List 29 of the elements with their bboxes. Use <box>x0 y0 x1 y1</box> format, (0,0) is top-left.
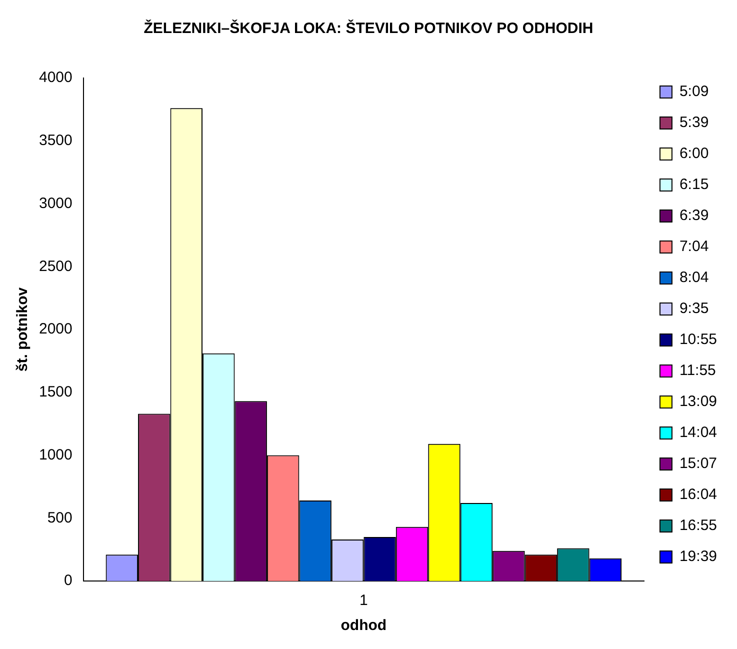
legend-label: 9:35 <box>679 300 709 318</box>
y-tick-label: 1500 <box>38 384 72 401</box>
x-axis-title: odhod <box>340 617 387 634</box>
y-tick-label: 2500 <box>38 258 72 275</box>
y-tick-label: 2000 <box>38 320 72 338</box>
legend-label: 6:00 <box>679 145 709 162</box>
legend-label: 6:39 <box>679 207 709 224</box>
legend-label: 19:39 <box>679 548 718 566</box>
legend-label: 7:04 <box>679 238 709 256</box>
y-axis-title: št. potnikov <box>14 286 32 372</box>
y-tick-label: 4000 <box>38 69 72 86</box>
y-tick-label: 3500 <box>38 132 72 150</box>
y-tick-label: 500 <box>47 509 72 526</box>
chart-title: ŽELEZNIKI–ŠKOFJA LOKA: ŠTEVILO POTNIKOV PO ODHODIH <box>144 19 594 38</box>
legend-label: 11:55 <box>679 362 716 380</box>
legend-label: 14:04 <box>679 424 718 442</box>
y-tick-label: 0 <box>64 572 72 590</box>
legend-label: 5:39 <box>679 114 709 132</box>
y-tick-label: 3000 <box>38 194 72 212</box>
legend-label: 10:55 <box>679 331 718 348</box>
legend-label: 16:55 <box>679 517 718 534</box>
legend-label: 15:07 <box>679 455 718 472</box>
y-tick-label: 1000 <box>38 446 72 464</box>
legend-label: 5:09 <box>679 83 709 100</box>
legend-label: 16:04 <box>679 486 718 504</box>
legend-label: 8:04 <box>679 269 709 286</box>
x-tick-label: 1 <box>359 592 368 610</box>
legend-label: 13:09 <box>679 393 718 410</box>
legend-label: 6:15 <box>679 176 709 194</box>
